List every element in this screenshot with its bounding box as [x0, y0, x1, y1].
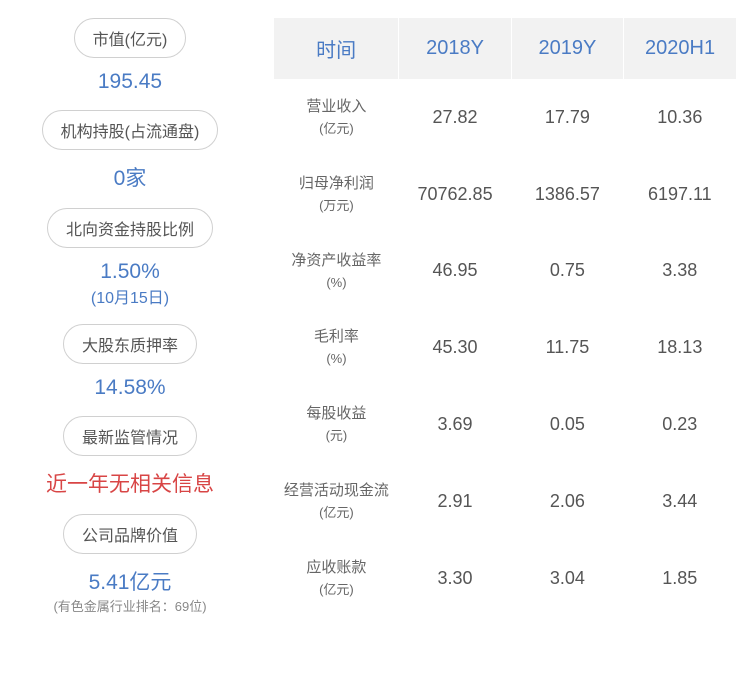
- financial-table-panel: 时间 2018Y 2019Y 2020H1 营业收入 (亿元) 27.82 17…: [274, 18, 736, 660]
- metric-label-pledge: 大股东质押率: [63, 324, 197, 364]
- left-metrics-panel: 市值(亿元) 195.45 机构持股(占流通盘) 0家 北向资金持股比例 1.5…: [14, 18, 246, 660]
- row-label-eps: 每股收益 (元): [274, 386, 399, 463]
- row-label-text: 净资产收益率: [291, 252, 381, 269]
- metric-value-northbound: 1.50% (10月15日): [91, 260, 169, 324]
- cell-value: 3.69: [399, 386, 511, 463]
- cell-value: 1.85: [624, 540, 736, 617]
- table-row: 毛利率 (%) 45.30 11.75 18.13: [274, 309, 736, 386]
- cell-value: 2.91: [399, 463, 511, 540]
- th-2019: 2019Y: [511, 18, 623, 79]
- th-time: 时间: [274, 18, 399, 79]
- row-label-roe: 净资产收益率 (%): [274, 233, 399, 310]
- cell-value: 1386.57: [511, 156, 623, 233]
- row-label-ocf: 经营活动现金流 (亿元): [274, 463, 399, 540]
- metric-value-inst-holding: 0家: [114, 162, 147, 192]
- row-label-revenue: 营业收入 (亿元): [274, 79, 399, 156]
- row-label-text: 毛利率: [314, 328, 359, 345]
- table-row: 净资产收益率 (%) 46.95 0.75 3.38: [274, 233, 736, 310]
- table-row: 每股收益 (元) 3.69 0.05 0.23: [274, 386, 736, 463]
- metric-value-brand-value: 5.41亿元: [89, 566, 172, 596]
- cell-value: 10.36: [624, 79, 736, 156]
- row-label-unit: (亿元): [282, 503, 391, 524]
- financial-table: 时间 2018Y 2019Y 2020H1 营业收入 (亿元) 27.82 17…: [274, 18, 736, 617]
- th-2020h1: 2020H1: [624, 18, 736, 79]
- cell-value: 0.75: [511, 233, 623, 310]
- cell-value: 3.38: [624, 233, 736, 310]
- cell-value: 6197.11: [624, 156, 736, 233]
- metric-value-pledge: 14.58%: [94, 376, 165, 400]
- metric-label-regulation: 最新监管情况: [63, 416, 197, 456]
- cell-value: 70762.85: [399, 156, 511, 233]
- cell-value: 18.13: [624, 309, 736, 386]
- cell-value: 0.23: [624, 386, 736, 463]
- row-label-net-profit: 归母净利润 (万元): [274, 156, 399, 233]
- metric-value-market-cap: 195.45: [98, 70, 162, 94]
- row-label-text: 归母净利润: [299, 175, 374, 192]
- row-label-text: 应收账款: [306, 559, 366, 576]
- metric-label-market-cap: 市值(亿元): [74, 18, 187, 58]
- table-row: 应收账款 (亿元) 3.30 3.04 1.85: [274, 540, 736, 617]
- metric-value-northbound-date: (10月15日): [91, 284, 169, 308]
- metric-label-northbound: 北向资金持股比例: [47, 208, 213, 248]
- th-2018: 2018Y: [399, 18, 511, 79]
- row-label-unit: (%): [282, 349, 391, 370]
- metric-value-regulation: 近一年无相关信息: [46, 468, 214, 498]
- row-label-unit: (亿元): [282, 119, 391, 140]
- cell-value: 3.44: [624, 463, 736, 540]
- cell-value: 11.75: [511, 309, 623, 386]
- cell-value: 17.79: [511, 79, 623, 156]
- row-label-unit: (元): [282, 426, 391, 447]
- row-label-unit: (%): [282, 273, 391, 294]
- table-row: 营业收入 (亿元) 27.82 17.79 10.36: [274, 79, 736, 156]
- row-label-unit: (万元): [282, 196, 391, 217]
- metric-label-brand-value: 公司品牌价值: [63, 514, 197, 554]
- table-header-row: 时间 2018Y 2019Y 2020H1: [274, 18, 736, 79]
- cell-value: 3.04: [511, 540, 623, 617]
- metric-value-northbound-main: 1.50%: [100, 260, 160, 283]
- table-row: 归母净利润 (万元) 70762.85 1386.57 6197.11: [274, 156, 736, 233]
- row-label-text: 经营活动现金流: [284, 482, 389, 499]
- row-label-unit: (亿元): [282, 580, 391, 601]
- row-label-gross-margin: 毛利率 (%): [274, 309, 399, 386]
- table-row: 经营活动现金流 (亿元) 2.91 2.06 3.44: [274, 463, 736, 540]
- cell-value: 2.06: [511, 463, 623, 540]
- table-body: 营业收入 (亿元) 27.82 17.79 10.36 归母净利润 (万元) 7…: [274, 79, 736, 617]
- metric-note-brand-rank: (有色金属行业排名：69位): [53, 596, 206, 615]
- cell-value: 46.95: [399, 233, 511, 310]
- cell-value: 0.05: [511, 386, 623, 463]
- cell-value: 45.30: [399, 309, 511, 386]
- metric-label-inst-holding: 机构持股(占流通盘): [42, 110, 219, 150]
- row-label-text: 营业收入: [306, 98, 366, 115]
- row-label-receivables: 应收账款 (亿元): [274, 540, 399, 617]
- cell-value: 3.30: [399, 540, 511, 617]
- row-label-text: 每股收益: [306, 405, 366, 422]
- cell-value: 27.82: [399, 79, 511, 156]
